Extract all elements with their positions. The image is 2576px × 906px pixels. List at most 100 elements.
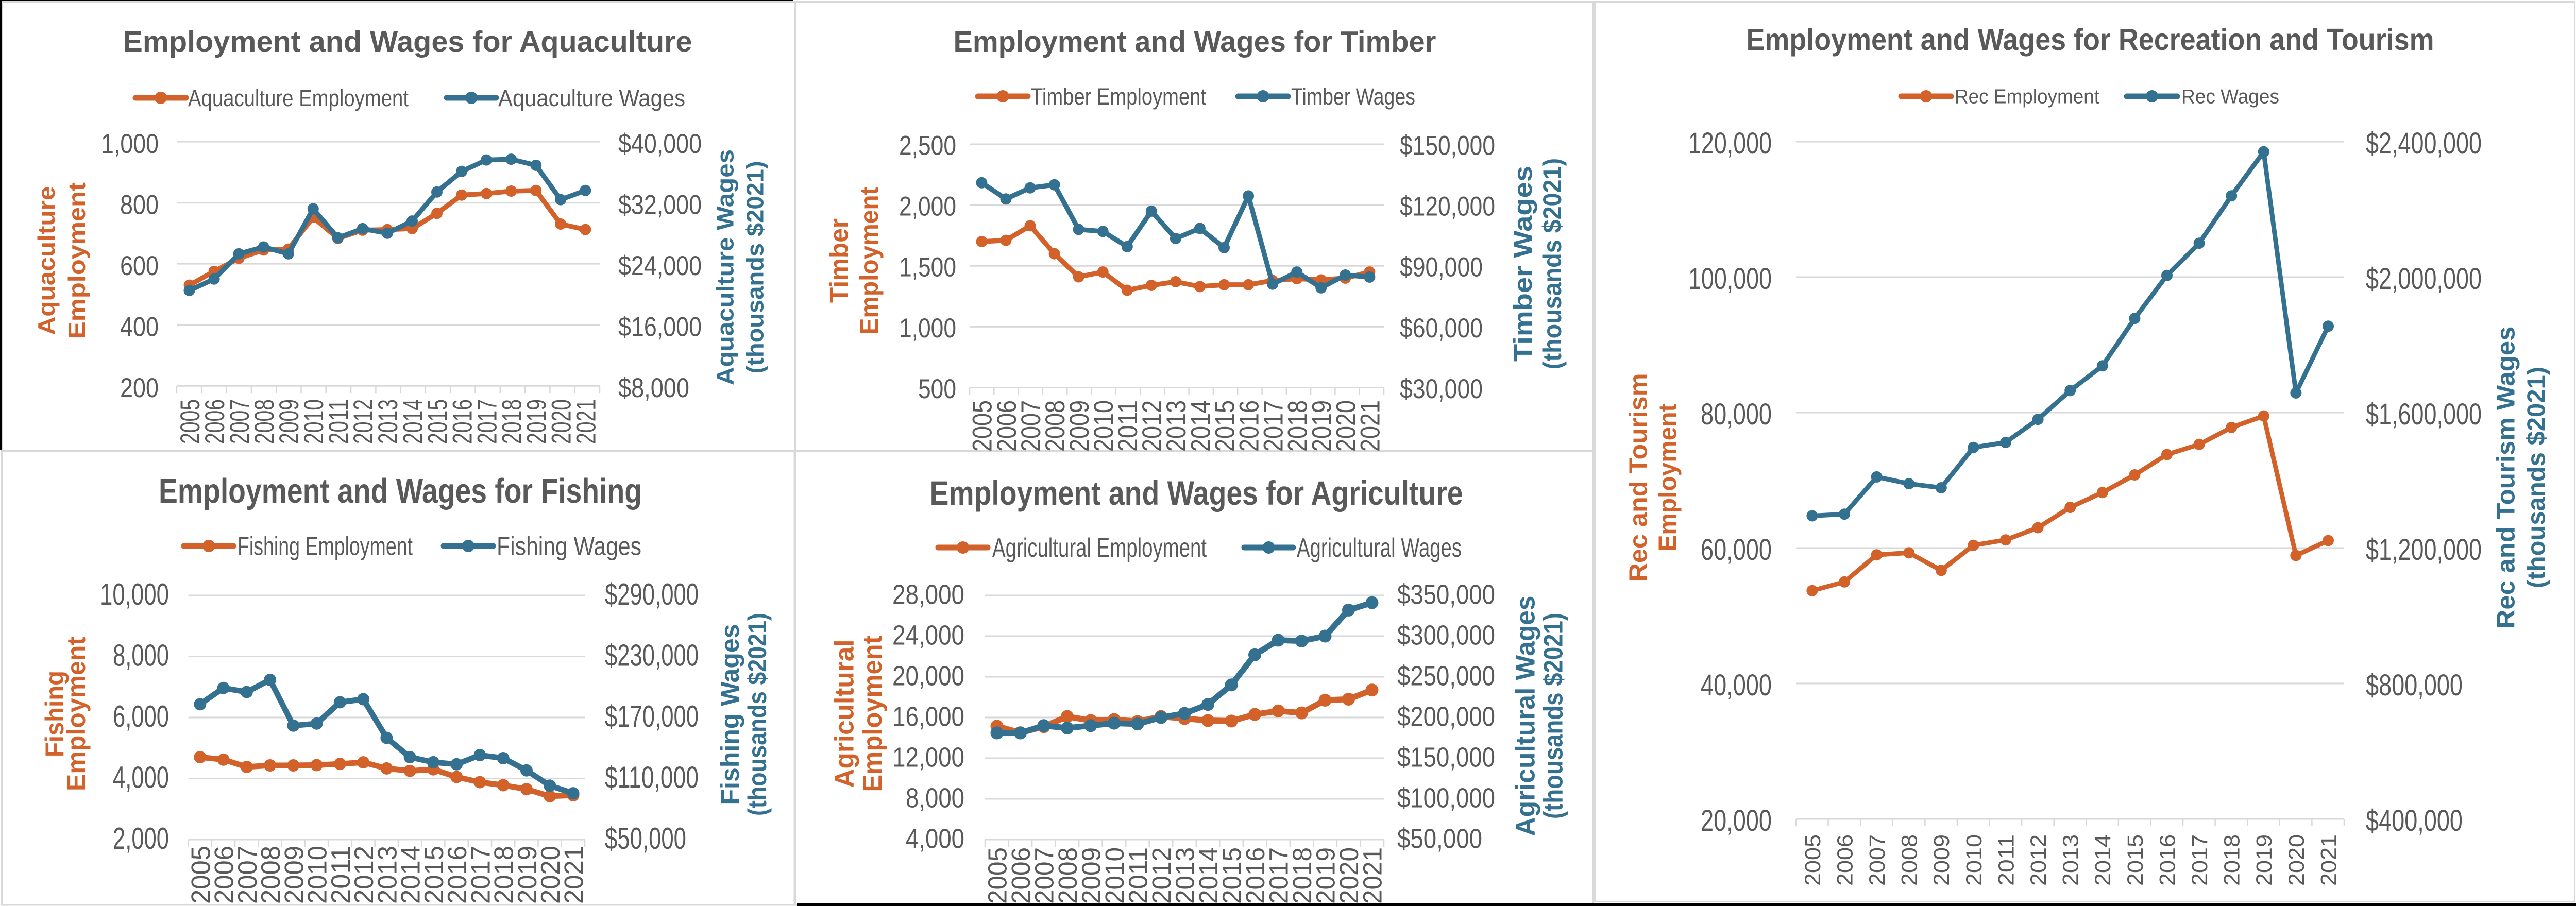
svg-text:$30,000: $30,000 bbox=[1400, 374, 1483, 404]
svg-text:2012: 2012 bbox=[348, 399, 379, 444]
svg-text:2011: 2011 bbox=[1124, 847, 1153, 904]
svg-text:Aquaculture Wages: Aquaculture Wages bbox=[498, 85, 685, 111]
svg-text:Rec Employment: Rec Employment bbox=[1955, 86, 2099, 108]
svg-text:2008: 2008 bbox=[1053, 847, 1082, 904]
svg-text:2019: 2019 bbox=[522, 399, 552, 444]
svg-text:2006: 2006 bbox=[1006, 847, 1036, 904]
svg-text:1,500: 1,500 bbox=[899, 252, 956, 283]
svg-text:2016: 2016 bbox=[447, 399, 478, 444]
svg-text:2016: 2016 bbox=[443, 846, 472, 904]
svg-text:400: 400 bbox=[120, 312, 159, 343]
svg-text:$350,000: $350,000 bbox=[1397, 580, 1495, 610]
svg-text:Employment: Employment bbox=[855, 186, 884, 334]
svg-text:$300,000: $300,000 bbox=[1397, 621, 1495, 651]
svg-text:Employment: Employment bbox=[1654, 404, 1682, 552]
svg-text:2013: 2013 bbox=[2059, 834, 2083, 886]
svg-text:2007: 2007 bbox=[1016, 400, 1046, 452]
svg-text:$90,000: $90,000 bbox=[1400, 252, 1483, 283]
svg-text:2017: 2017 bbox=[1258, 400, 1289, 452]
svg-text:2020: 2020 bbox=[2284, 834, 2309, 886]
svg-text:2008: 2008 bbox=[256, 846, 286, 904]
svg-text:500: 500 bbox=[918, 374, 956, 404]
svg-text:Timber Wages: Timber Wages bbox=[1291, 83, 1415, 110]
svg-text:120,000: 120,000 bbox=[1688, 127, 1772, 160]
svg-text:2019: 2019 bbox=[1307, 400, 1337, 452]
svg-text:100,000: 100,000 bbox=[1688, 262, 1772, 296]
svg-text:2015: 2015 bbox=[1217, 847, 1247, 904]
svg-text:2019: 2019 bbox=[2252, 834, 2276, 886]
svg-text:Employment and Wages for Agric: Employment and Wages for Agriculture bbox=[930, 474, 1463, 512]
svg-text:2005: 2005 bbox=[983, 847, 1012, 904]
svg-text:$2,400,000: $2,400,000 bbox=[2366, 127, 2482, 160]
svg-text:2010: 2010 bbox=[1100, 847, 1129, 904]
svg-text:80,000: 80,000 bbox=[1701, 398, 1772, 431]
svg-text:Timber Employment: Timber Employment bbox=[1031, 83, 1206, 110]
svg-text:2019: 2019 bbox=[1311, 847, 1341, 904]
svg-text:$24,000: $24,000 bbox=[618, 251, 702, 281]
svg-text:2018: 2018 bbox=[1287, 847, 1317, 904]
svg-text:Agricultural: Agricultural bbox=[830, 640, 860, 788]
svg-text:Aquaculture: Aquaculture bbox=[33, 186, 60, 335]
svg-text:$200,000: $200,000 bbox=[1397, 702, 1495, 732]
svg-text:2014: 2014 bbox=[1194, 847, 1223, 904]
svg-text:2016: 2016 bbox=[1241, 847, 1270, 904]
svg-text:Employment and Wages for Recre: Employment and Wages for Recreation and … bbox=[1747, 23, 2434, 57]
svg-text:1,000: 1,000 bbox=[101, 129, 159, 159]
svg-text:2009: 2009 bbox=[1077, 847, 1106, 904]
svg-text:2014: 2014 bbox=[1185, 400, 1216, 452]
svg-text:2011: 2011 bbox=[1994, 834, 2018, 886]
svg-text:2017: 2017 bbox=[1264, 847, 1294, 904]
svg-text:$50,000: $50,000 bbox=[1397, 824, 1482, 854]
svg-text:$150,000: $150,000 bbox=[1397, 743, 1495, 773]
svg-text:$290,000: $290,000 bbox=[605, 577, 699, 611]
svg-text:2012: 2012 bbox=[349, 846, 379, 904]
svg-text:2015: 2015 bbox=[422, 399, 453, 444]
svg-text:2012: 2012 bbox=[2026, 834, 2050, 886]
svg-text:20,000: 20,000 bbox=[1701, 804, 1772, 837]
svg-text:2011: 2011 bbox=[324, 399, 354, 444]
svg-text:2005: 2005 bbox=[186, 846, 216, 904]
svg-text:2014: 2014 bbox=[2091, 834, 2115, 886]
svg-text:2007: 2007 bbox=[1030, 847, 1059, 904]
svg-text:Employment and Wages for Fishi: Employment and Wages for Fishing bbox=[159, 472, 642, 510]
svg-text:2006: 2006 bbox=[992, 400, 1022, 452]
svg-text:2014: 2014 bbox=[396, 846, 426, 904]
svg-text:2,000: 2,000 bbox=[113, 822, 169, 856]
svg-text:$16,000: $16,000 bbox=[618, 312, 702, 343]
svg-text:16,000: 16,000 bbox=[892, 702, 964, 732]
svg-text:(thousands $2021): (thousands $2021) bbox=[1538, 158, 1567, 369]
svg-text:2009: 2009 bbox=[274, 399, 304, 444]
svg-text:Fishing: Fishing bbox=[40, 671, 69, 757]
svg-text:(thousands $2021): (thousands $2021) bbox=[2523, 367, 2551, 588]
svg-text:2,000: 2,000 bbox=[899, 192, 956, 222]
svg-text:$50,000: $50,000 bbox=[605, 822, 686, 856]
svg-text:2010: 2010 bbox=[1962, 834, 1986, 886]
svg-text:2017: 2017 bbox=[2188, 834, 2212, 886]
svg-text:8,000: 8,000 bbox=[113, 639, 169, 673]
svg-text:2017: 2017 bbox=[466, 846, 496, 904]
svg-text:$150,000: $150,000 bbox=[1400, 130, 1495, 161]
svg-text:2012: 2012 bbox=[1147, 847, 1176, 904]
svg-text:2010: 2010 bbox=[1089, 400, 1119, 452]
svg-text:2015: 2015 bbox=[2123, 834, 2147, 886]
svg-text:Agricultural Employment: Agricultural Employment bbox=[992, 533, 1207, 563]
svg-text:12,000: 12,000 bbox=[892, 743, 964, 773]
svg-text:2021: 2021 bbox=[1358, 847, 1387, 904]
svg-text:2018: 2018 bbox=[1283, 400, 1313, 452]
svg-text:Employment: Employment bbox=[858, 636, 888, 792]
svg-text:2013: 2013 bbox=[372, 846, 402, 904]
svg-text:2012: 2012 bbox=[1137, 400, 1167, 452]
svg-text:Employment: Employment bbox=[62, 637, 91, 791]
svg-text:$800,000: $800,000 bbox=[2366, 669, 2463, 702]
svg-text:40,000: 40,000 bbox=[1701, 669, 1772, 702]
svg-text:$32,000: $32,000 bbox=[618, 190, 702, 220]
svg-text:Fishing Wages: Fishing Wages bbox=[497, 532, 641, 561]
svg-text:2013: 2013 bbox=[373, 399, 403, 444]
svg-text:$8,000: $8,000 bbox=[618, 373, 689, 403]
svg-text:2018: 2018 bbox=[489, 846, 519, 904]
svg-text:2013: 2013 bbox=[1161, 400, 1192, 452]
svg-text:Fishing Employment: Fishing Employment bbox=[238, 532, 413, 561]
svg-text:(thousands $2021): (thousands $2021) bbox=[1539, 613, 1569, 819]
svg-text:2021: 2021 bbox=[571, 399, 602, 444]
svg-text:10,000: 10,000 bbox=[100, 577, 169, 611]
